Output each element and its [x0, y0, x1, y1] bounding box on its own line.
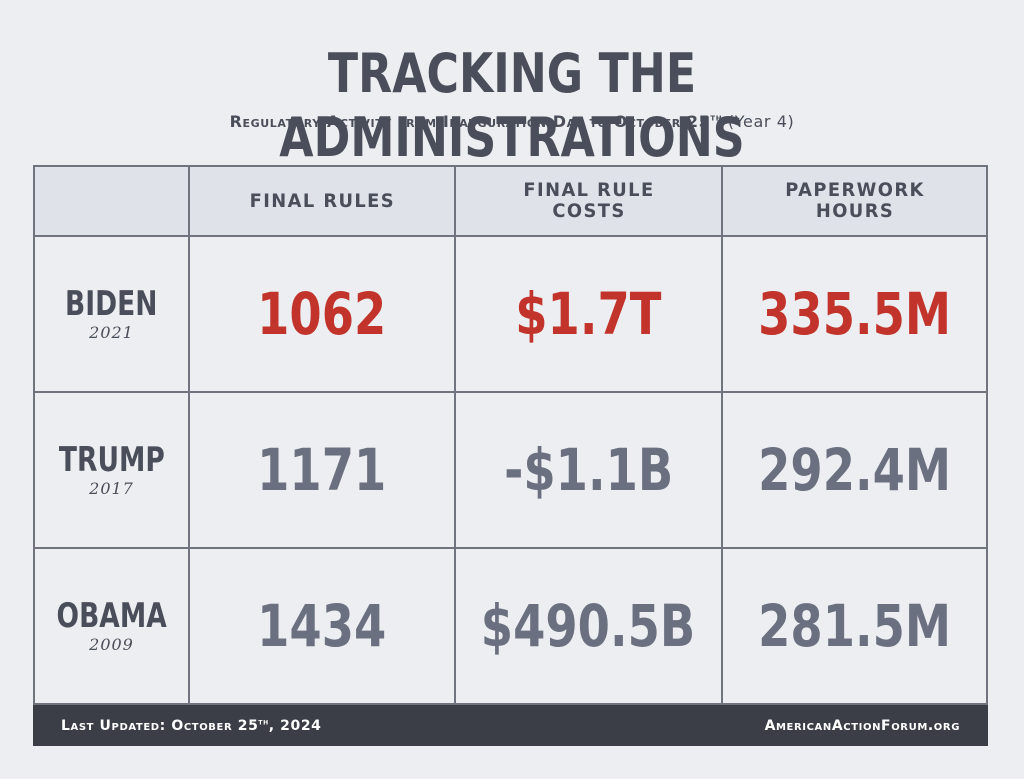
- value: 1062: [257, 280, 387, 348]
- value: 292.4M: [758, 436, 951, 504]
- subtitle-superscript: th: [710, 112, 723, 124]
- header-final-rule-costs: FINAL RULE COSTS: [456, 167, 723, 237]
- cell-obama-final-rule-costs: $490.5B: [456, 549, 723, 703]
- updated-superscript: th: [258, 716, 269, 727]
- cell-biden-final-rule-costs: $1.7T: [456, 237, 723, 393]
- cell-obama-final-rules: 1434: [190, 549, 456, 703]
- value: $1.7T: [515, 280, 662, 348]
- column-label: FINAL RULES: [249, 189, 395, 212]
- comparison-table: FINAL RULES FINAL RULE COSTS PAPERWORK H…: [33, 165, 988, 705]
- site-name: AmericanActionForum.org: [764, 717, 960, 734]
- header-final-rules: FINAL RULES: [190, 167, 456, 237]
- cell-biden-final-rules: 1062: [190, 237, 456, 393]
- value: $490.5B: [481, 592, 696, 660]
- cell-trump-final-rule-costs: -$1.1B: [456, 393, 723, 549]
- cell-obama-paperwork-hours: 281.5M: [723, 549, 986, 703]
- column-label: PAPERWORK HOURS: [784, 179, 925, 222]
- page-title: TRACKING THE ADMINISTRATIONS: [279, 42, 745, 169]
- subtitle-main: Regulatory Activity from Inauguration Da…: [229, 112, 711, 131]
- row-label-biden: BIDEN 2021: [35, 237, 190, 393]
- president-year: 2017: [89, 479, 134, 498]
- value: 335.5M: [758, 280, 951, 348]
- updated-main: Last Updated: October 25: [61, 717, 259, 734]
- last-updated: Last Updated: October 25th, 2024: [61, 716, 322, 734]
- value: -$1.1B: [503, 436, 674, 504]
- value: 281.5M: [758, 592, 951, 660]
- column-label: FINAL RULE COSTS: [522, 179, 655, 222]
- updated-year: , 2024: [268, 717, 322, 734]
- value: 1171: [257, 436, 387, 504]
- header-paperwork-hours: PAPERWORK HOURS: [723, 167, 986, 237]
- header-corner-cell: [35, 167, 190, 237]
- cell-trump-final-rules: 1171: [190, 393, 456, 549]
- subtitle-year-note: (Year 4): [722, 112, 795, 131]
- president-year: 2009: [89, 635, 134, 654]
- cell-biden-paperwork-hours: 335.5M: [723, 237, 986, 393]
- row-label-obama: OBAMA 2009: [35, 549, 190, 703]
- president-name: OBAMA: [56, 596, 167, 636]
- president-year: 2021: [89, 323, 134, 342]
- page-subtitle: Regulatory Activity from Inauguration Da…: [0, 110, 1024, 134]
- president-name: BIDEN: [65, 284, 158, 324]
- president-name: TRUMP: [58, 440, 165, 480]
- cell-trump-paperwork-hours: 292.4M: [723, 393, 986, 549]
- row-label-trump: TRUMP 2017: [35, 393, 190, 549]
- value: 1434: [257, 592, 387, 660]
- footer-bar: Last Updated: October 25th, 2024 America…: [33, 705, 988, 746]
